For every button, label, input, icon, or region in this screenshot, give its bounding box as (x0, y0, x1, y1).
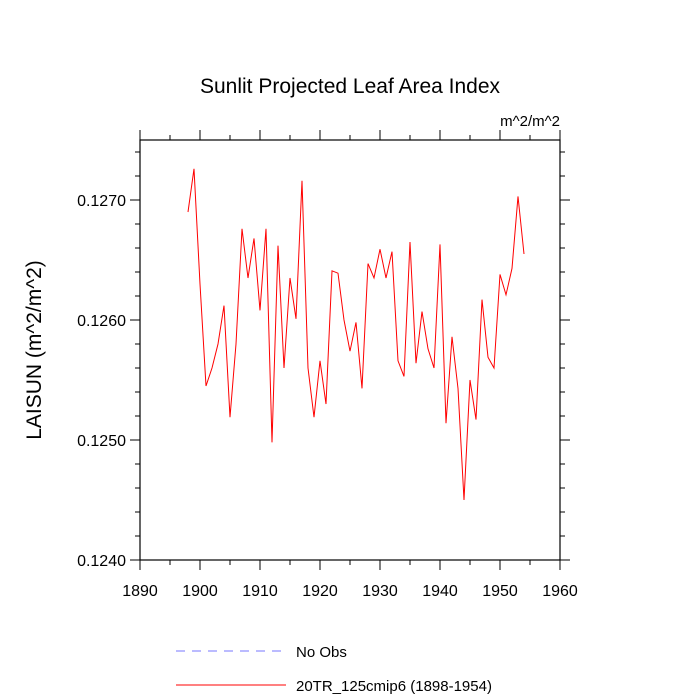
y-tick-label: 0.1250 (77, 433, 126, 450)
chart-title: Sunlit Projected Leaf Area Index (200, 75, 501, 98)
x-tick-label: 1930 (362, 583, 398, 600)
series-group (187, 168, 525, 501)
x-tick-label: 1940 (422, 583, 458, 600)
units-label: m^2/m^2 (500, 113, 560, 130)
series-line (187, 168, 525, 501)
x-tick-label: 1890 (122, 583, 158, 600)
x-tick-label: 1950 (482, 583, 518, 600)
y-tick-label: 0.1260 (77, 313, 126, 330)
y-tick-label: 0.1240 (77, 553, 126, 570)
legend-label-20tr: 20TR_125cmip6 (1898-1954) (296, 678, 492, 695)
y-axis-label: LAISUN (m^2/m^2) (23, 260, 46, 440)
x-tick-label: 1920 (302, 583, 338, 600)
y-tick-label: 0.1270 (77, 193, 126, 210)
x-tick-label: 1960 (542, 583, 578, 600)
y-tick-labels: 0.1240 0.1250 0.1260 0.1270 (77, 193, 126, 570)
x-tick-label: 1910 (242, 583, 278, 600)
axis-ticks (130, 130, 570, 570)
x-tick-labels: 1890 1900 1910 1920 1930 1940 1950 1960 (122, 583, 578, 600)
legend-label-no-obs: No Obs (296, 644, 347, 661)
legend: No Obs 20TR_125cmip6 (1898-1954) (176, 644, 492, 695)
x-tick-label: 1900 (182, 583, 218, 600)
